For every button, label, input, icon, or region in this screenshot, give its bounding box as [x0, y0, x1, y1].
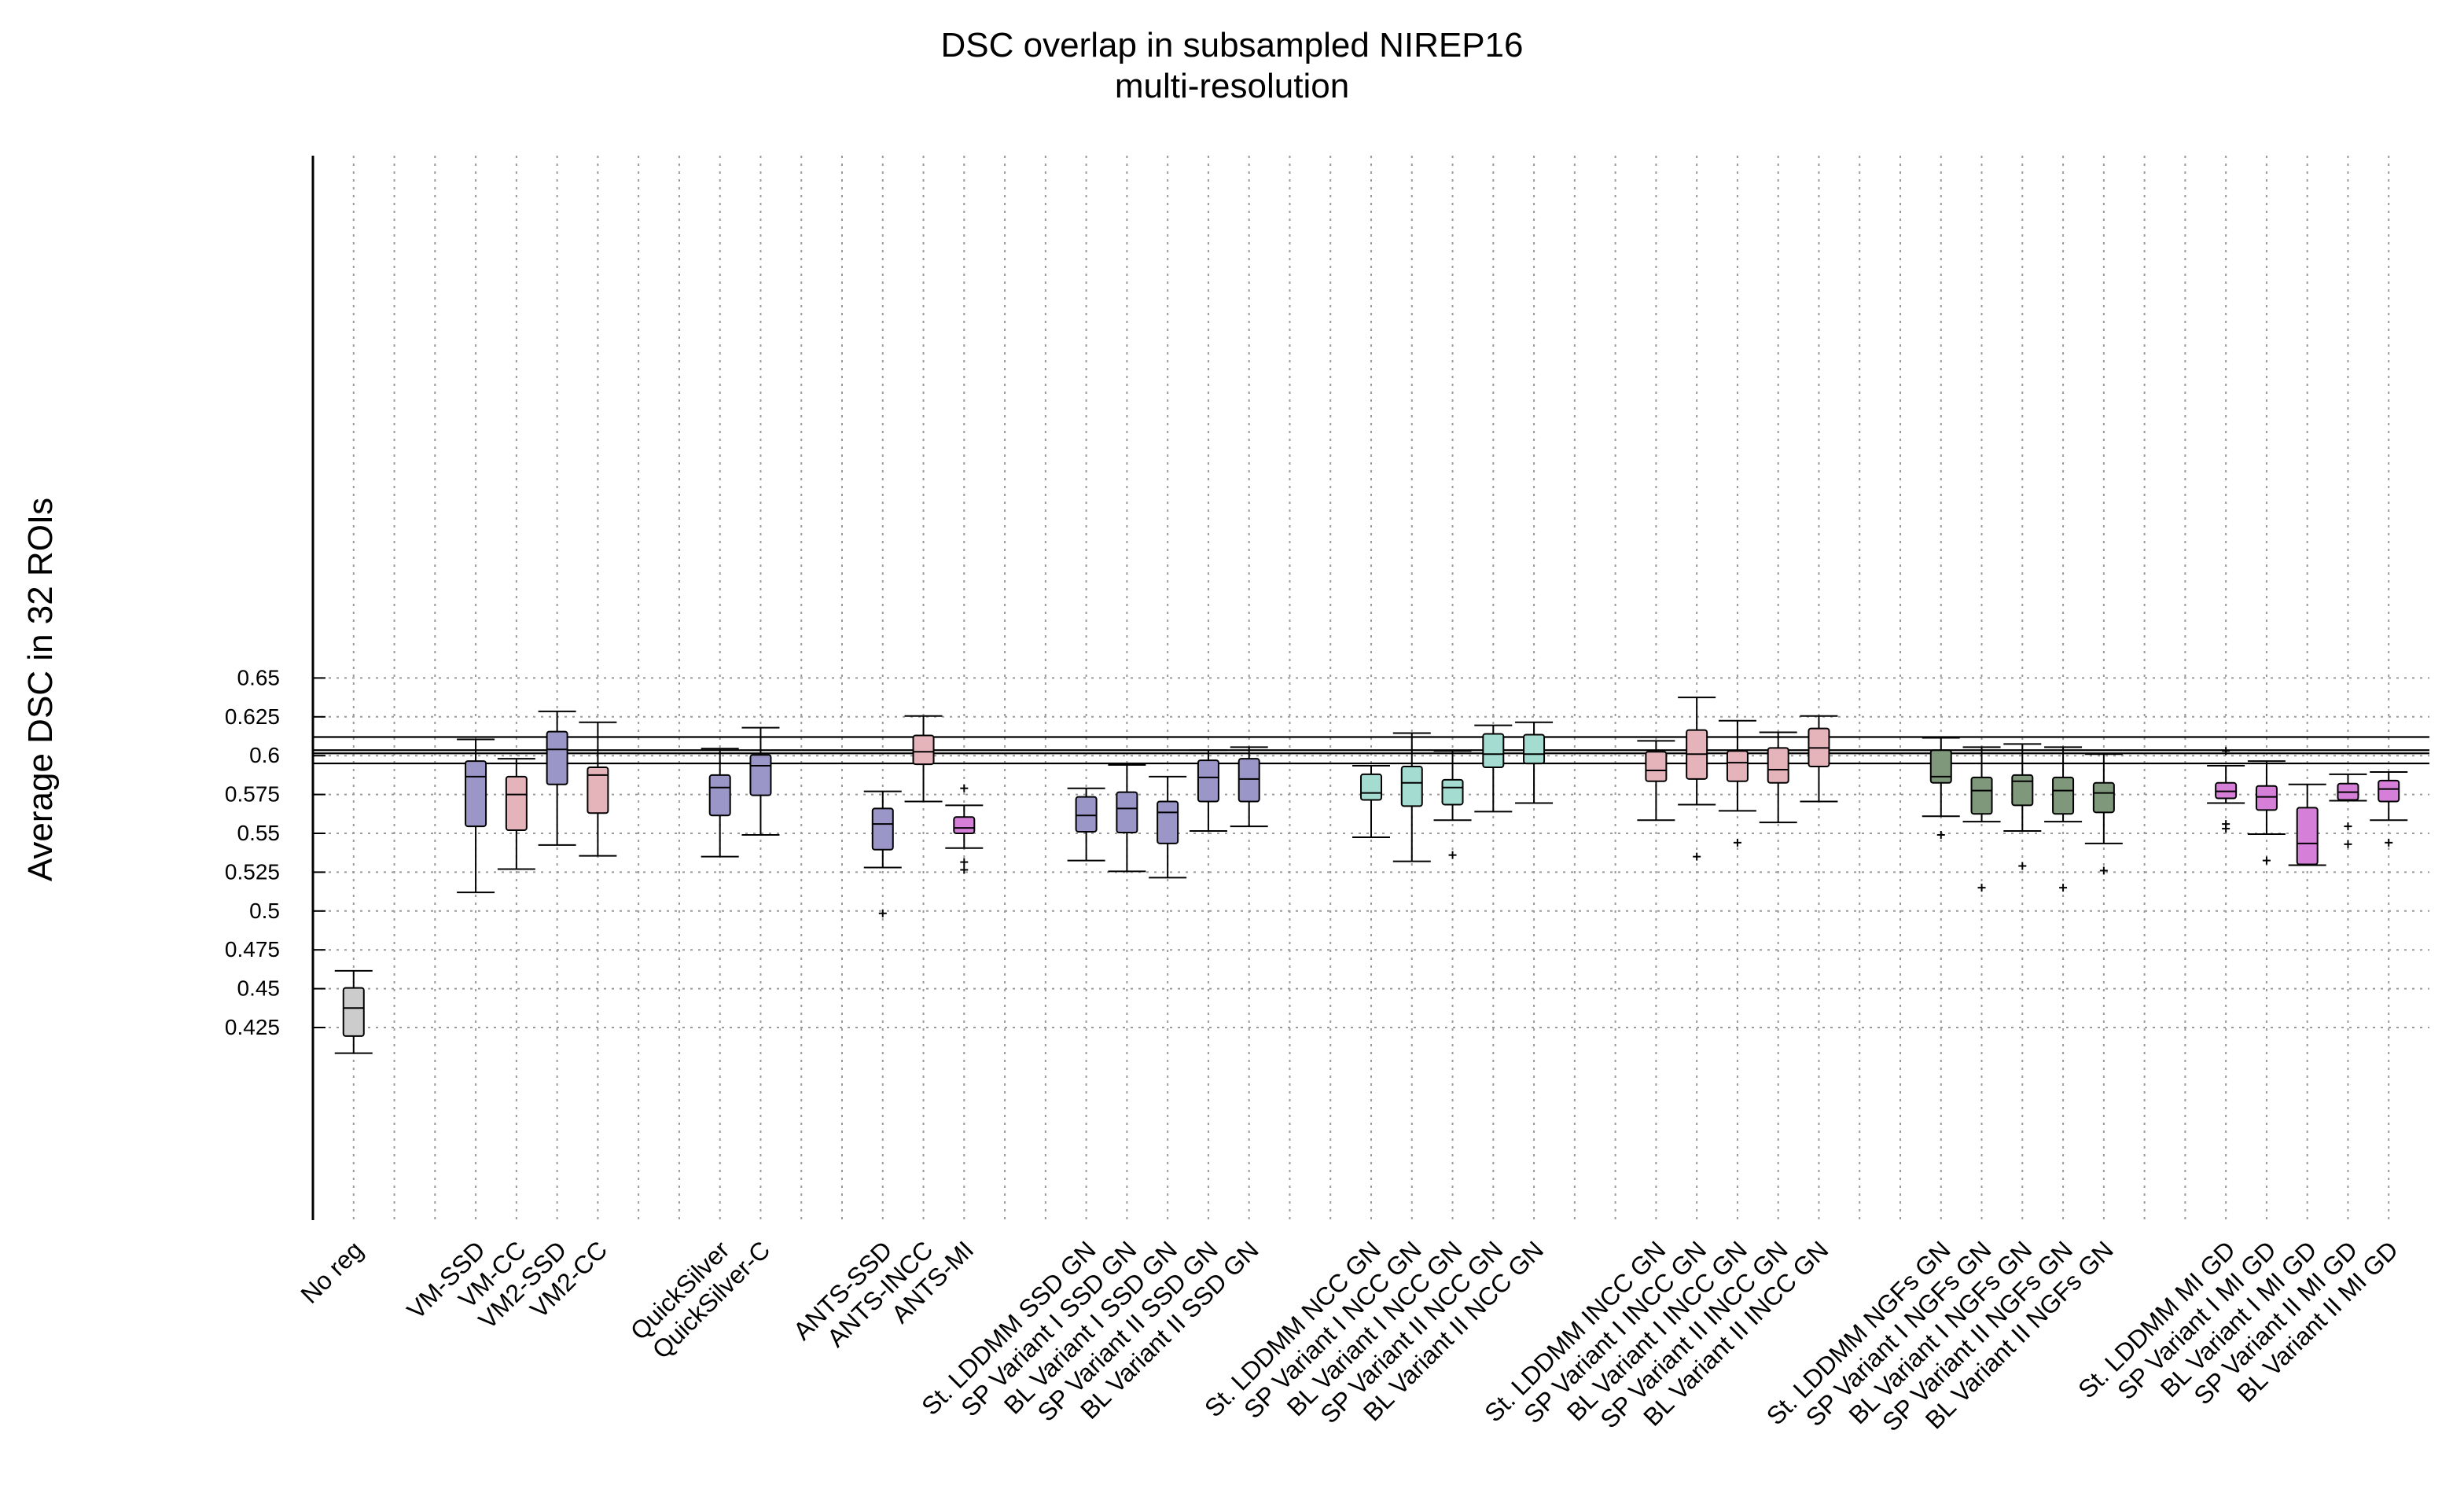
- box-10: [1067, 787, 1105, 862]
- box-iqr: [465, 760, 487, 828]
- box-34: [2370, 770, 2408, 847]
- box-17: [1433, 750, 1472, 859]
- box-22: [1718, 719, 1756, 847]
- box-iqr: [1726, 750, 1749, 782]
- box-iqr: [1441, 778, 1464, 806]
- box-iqr: [1360, 773, 1382, 801]
- y-axis-label: Average DSC in 32 ROIs: [21, 498, 60, 881]
- box-0: [334, 969, 373, 1054]
- box-27: [2003, 743, 2042, 870]
- y-tick-label-1: 0.45: [237, 976, 281, 1001]
- box-32: [2288, 783, 2326, 866]
- box-iqr: [505, 775, 528, 832]
- chart-subtitle: multi-resolution: [1115, 67, 1349, 105]
- box-iqr: [2255, 785, 2278, 811]
- grid-lines: [313, 156, 2429, 1220]
- reference-lines: [313, 736, 2429, 765]
- box-24: [1800, 715, 1838, 803]
- box-iqr: [342, 987, 365, 1037]
- box-3: [538, 710, 576, 846]
- y-tick-label-5: 0.55: [237, 821, 281, 845]
- box-iqr: [587, 767, 609, 814]
- y-tick-label-3: 0.5: [249, 899, 280, 923]
- box-series: [334, 697, 2408, 1054]
- y-tick-label-7: 0.6: [249, 743, 280, 767]
- box-iqr: [2052, 776, 2075, 815]
- box-20: [1637, 740, 1675, 822]
- y-tick-label-6: 0.575: [225, 782, 280, 807]
- y-tick-label-9: 0.65: [237, 665, 281, 689]
- box-13: [1189, 749, 1227, 833]
- y-tick-label-4: 0.525: [225, 859, 280, 884]
- box-29: [2084, 753, 2123, 875]
- chart-title: DSC overlap in subsampled NIREP16: [940, 26, 1523, 64]
- box-18: [1474, 724, 1513, 813]
- box-iqr: [1482, 733, 1505, 769]
- box-iqr: [912, 734, 935, 766]
- y-tick-labels: 0.425 0.45 0.475 0.5 0.525 0.55 0.575 0.6 0.625 0…: [225, 665, 280, 1039]
- box-iqr: [1197, 759, 1219, 803]
- box-19: [1515, 721, 1554, 804]
- box-4: [579, 721, 617, 857]
- box-12: [1149, 775, 1187, 879]
- box-iqr: [1929, 749, 1952, 784]
- box-30: [2207, 747, 2245, 833]
- box-iqr: [1157, 800, 1179, 844]
- box-31: [2247, 760, 2286, 865]
- box-iqr: [1238, 758, 1260, 803]
- box-11: [1108, 764, 1146, 873]
- box-iqr: [1116, 791, 1138, 834]
- x-tick-label-0: No reg: [295, 1235, 368, 1308]
- box-6: [741, 726, 780, 836]
- box-5: [701, 748, 739, 858]
- box-16: [1392, 732, 1431, 862]
- y-tick-label-2: 0.475: [225, 937, 280, 961]
- y-tick-label-8: 0.625: [225, 704, 280, 729]
- y-tick-label-0: 0.425: [225, 1015, 280, 1039]
- box-iqr: [708, 774, 731, 817]
- box-28: [2044, 746, 2083, 892]
- box-1: [457, 738, 495, 894]
- box-14: [1230, 746, 1268, 828]
- box-9: [945, 784, 984, 874]
- box-21: [1678, 697, 1716, 861]
- box-iqr: [2092, 781, 2115, 814]
- box-15: [1352, 765, 1390, 838]
- box-iqr: [749, 754, 772, 796]
- box-iqr: [1523, 733, 1546, 765]
- box-2: [497, 758, 535, 870]
- box-iqr: [871, 807, 894, 851]
- axes: [311, 156, 325, 1220]
- box-26: [1962, 746, 2001, 892]
- box-8: [904, 715, 943, 803]
- box-33: [2329, 773, 2367, 848]
- box-23: [1759, 731, 1797, 824]
- box-iqr: [1645, 751, 1668, 782]
- box-iqr: [546, 730, 568, 785]
- box-iqr: [1400, 766, 1423, 807]
- box-iqr: [1075, 796, 1098, 833]
- box-7: [863, 790, 902, 917]
- box-25: [1922, 737, 1960, 839]
- box-iqr: [953, 816, 976, 834]
- box-iqr: [2378, 779, 2400, 803]
- box-iqr: [1970, 776, 1993, 815]
- box-iqr: [1767, 747, 1789, 784]
- box-iqr: [2296, 807, 2319, 866]
- box-iqr: [2011, 774, 2034, 807]
